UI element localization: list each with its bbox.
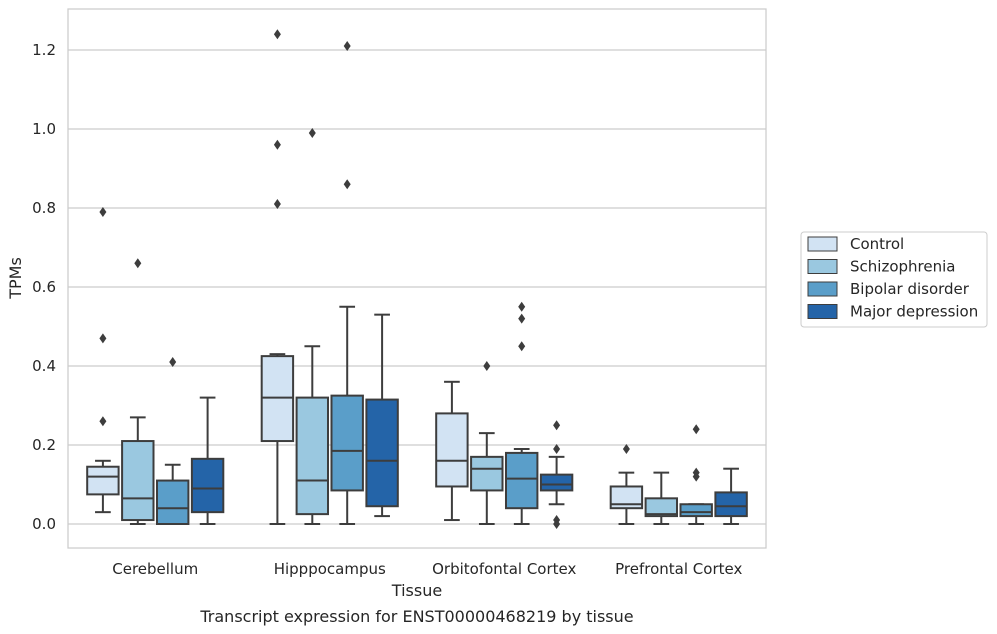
box [435,380,469,522]
outlier-point [483,361,491,371]
x-tick-label: Cerebellum [112,560,198,578]
outlier-point [99,333,107,344]
box-body [644,497,679,518]
x-tick-label: Prefrontal Cortex [615,560,742,578]
box-body [330,394,364,492]
box [155,357,190,525]
y-tick-label: 0.6 [32,278,56,296]
outlier-point [692,467,700,478]
box-body [470,455,504,492]
y-tick-label: 0.8 [32,199,56,217]
box-plot-series [86,29,748,529]
box-body [86,465,120,496]
box [539,420,574,529]
outlier-point [518,313,526,324]
series-schizophrenia [121,127,679,525]
box-body [155,479,190,525]
box-body [714,491,748,518]
chart-title: Transcript expression for ENST0000046821… [199,607,633,626]
legend-label: Major depression [850,303,978,321]
legend-swatch [807,236,838,252]
series-bipolar-disorder [155,41,713,525]
box-body [295,396,330,516]
box-body [539,473,574,492]
outlier-point [99,416,107,427]
box [714,467,748,525]
box-body [504,451,539,510]
box [470,361,504,525]
series-control [86,29,644,525]
gridlines [68,49,766,525]
y-tick-label: 0.4 [32,357,56,375]
legend-label: Bipolar disorder [850,280,970,298]
outlier-point [622,443,630,454]
box [295,127,330,525]
outlier-point [518,301,526,312]
box [609,443,644,525]
outlier-point [99,206,107,217]
box [121,258,155,525]
legend-label: Control [850,235,904,253]
x-tick-label: Orbitofontal Cortex [432,560,576,578]
plot-area-frame [67,8,767,549]
x-axis-ticks: Cerebellum Hipppocampus Orbitofontal Corte… [112,560,742,578]
y-tick-label: 1.2 [32,41,56,59]
box [644,471,679,525]
outlier-point [273,139,281,150]
legend-swatch [807,281,838,297]
legend-swatch [807,259,838,274]
y-axis-label: TPMs [6,257,25,300]
outlier-point [692,424,700,435]
outlier-point [169,357,177,368]
outlier-point [518,341,526,352]
outlier-point [273,199,281,210]
outlier-point [308,127,316,138]
legend-swatch [807,304,838,319]
legend-frame [800,231,988,328]
y-tick-label: 1.0 [32,120,56,138]
box-body [435,412,469,488]
box [190,396,225,525]
outlier-point [343,41,351,52]
outlier-point [343,179,351,190]
x-tick-label: Hipppocampus [274,560,386,578]
box-body [609,485,644,510]
box [86,206,120,514]
x-axis-label: Tissue [391,581,442,600]
legend-label: Schizophrenia [850,258,955,276]
box [260,29,295,525]
box [679,424,713,525]
box [330,41,364,525]
outlier-point [553,515,561,526]
box-body [190,457,225,514]
series-major-depression [190,313,748,529]
outlier-point [134,258,142,269]
box-body [679,503,713,518]
outlier-point [553,420,561,431]
box [504,301,539,525]
box-body [365,398,399,508]
box-body [121,440,155,522]
y-tick-label: 0.0 [32,515,56,533]
y-axis-ticks: 0.0 0.2 0.4 0.6 0.8 1.0 1.2 [32,41,56,533]
outlier-point [273,29,281,40]
legend: Control Schizophrenia Bipolar disorder Majo… [800,231,988,328]
outlier-point [553,443,561,454]
box [365,313,399,518]
y-tick-label: 0.2 [32,436,56,454]
